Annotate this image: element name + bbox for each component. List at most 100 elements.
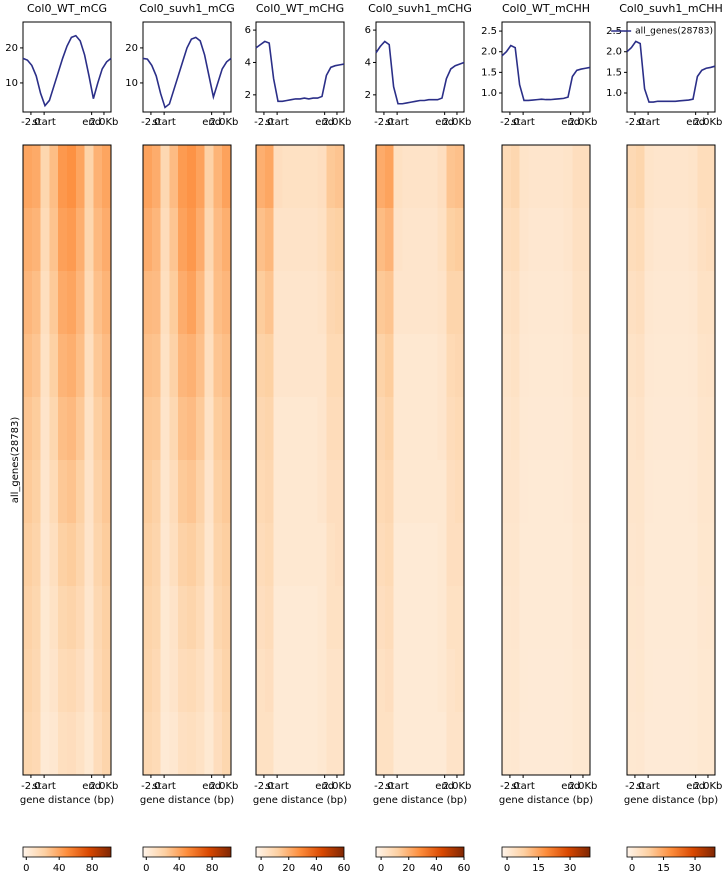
heatmap-cell xyxy=(264,712,274,776)
heatmap-cell xyxy=(31,334,41,398)
heatmap-cell xyxy=(706,712,716,776)
heatmap-cell xyxy=(662,145,672,209)
heatmap-cell xyxy=(67,712,77,776)
heatmap-cell xyxy=(581,460,591,524)
heatmap-cell xyxy=(317,334,327,398)
heatmap-cell xyxy=(93,334,103,398)
heatmap-cell xyxy=(178,586,188,650)
heatmap-cell xyxy=(519,649,529,713)
y-tick-label: 4 xyxy=(365,57,371,68)
heatmap-cell xyxy=(581,397,591,461)
heatmap-cell xyxy=(23,271,33,335)
heatmap-cell xyxy=(376,586,386,650)
heatmap-cell xyxy=(411,712,421,776)
heatmap-cell xyxy=(706,523,716,587)
heatmap-cell xyxy=(273,649,283,713)
profile-frame xyxy=(501,21,591,113)
heatmap-cell xyxy=(635,145,645,209)
heatmap-cell xyxy=(572,334,582,398)
heatmap-cell xyxy=(335,649,345,713)
heatmap-cell xyxy=(376,145,386,209)
heatmap-cell xyxy=(187,334,197,398)
heatmap-cell xyxy=(102,523,112,587)
heatmap-cell xyxy=(326,523,336,587)
heatmap-cell xyxy=(187,397,197,461)
heatmap-cell xyxy=(546,271,556,335)
heatmap-cell xyxy=(169,460,179,524)
heatmap-cell xyxy=(455,271,465,335)
heatmap-x-tick-label: end xyxy=(82,781,101,792)
x-tick-label: start xyxy=(511,117,534,128)
heatmap-cell xyxy=(23,460,33,524)
heatmap-cell xyxy=(151,397,161,461)
heatmap-cell xyxy=(75,586,85,650)
heatmap-cell xyxy=(428,397,438,461)
heatmap-cell xyxy=(317,586,327,650)
heatmap-cell xyxy=(446,397,456,461)
heatmap-cell xyxy=(84,334,94,398)
heatmap-cell xyxy=(671,586,681,650)
heatmap-cell xyxy=(67,586,77,650)
heatmap-cell xyxy=(317,145,327,209)
heatmap-cell xyxy=(644,649,654,713)
heatmap-cell xyxy=(273,334,283,398)
heatmap-cell xyxy=(256,145,266,209)
heatmap-cell xyxy=(537,460,547,524)
heatmap-cell xyxy=(282,271,292,335)
heatmap-cell xyxy=(308,334,318,398)
heatmap-cell xyxy=(411,586,421,650)
colorbar-tick-label: 60 xyxy=(338,863,351,874)
heatmap-cell xyxy=(510,334,520,398)
heatmap-cell xyxy=(40,397,50,461)
heatmap-cell xyxy=(335,397,345,461)
x-tick-label: 2.0Kb xyxy=(569,117,598,128)
heatmap-cell xyxy=(528,208,538,272)
heatmap-cell xyxy=(572,208,582,272)
x-tick-label: -2.0 xyxy=(141,117,161,128)
heatmap-cell xyxy=(446,712,456,776)
colorbar-tick-label: 80 xyxy=(86,863,99,874)
heatmap-cell xyxy=(428,334,438,398)
heatmap-cell xyxy=(256,334,266,398)
heatmap-cell xyxy=(644,208,654,272)
heatmap-cell xyxy=(40,523,50,587)
heatmap-cell xyxy=(653,586,663,650)
heatmap-cell xyxy=(204,649,214,713)
heatmap-cell xyxy=(671,145,681,209)
heatmap-cell xyxy=(644,586,654,650)
colorbar xyxy=(375,846,465,858)
heatmap-cell xyxy=(273,145,283,209)
heatmap-cell xyxy=(49,586,59,650)
heatmap-cell xyxy=(326,397,336,461)
heatmap-cell xyxy=(502,271,512,335)
x-tick-label: end xyxy=(686,117,705,128)
heatmap-cell xyxy=(653,460,663,524)
heatmap-cell xyxy=(273,712,283,776)
heatmap-cell xyxy=(627,712,637,776)
heatmap-x-tick-label: -2.0 xyxy=(500,781,520,792)
heatmap-cell xyxy=(376,460,386,524)
heatmap-cell xyxy=(213,334,223,398)
heatmap-cell xyxy=(213,523,223,587)
heatmap-cell xyxy=(644,460,654,524)
heatmap-cell xyxy=(679,208,689,272)
heatmap-cell xyxy=(151,523,161,587)
colorbar-tick-label: 80 xyxy=(206,863,219,874)
colorbar xyxy=(626,846,716,858)
heatmap-cell xyxy=(317,712,327,776)
heatmap-cell xyxy=(187,271,197,335)
heatmap-frame xyxy=(142,144,232,776)
heatmap-cell xyxy=(546,208,556,272)
heatmap-cell xyxy=(23,712,33,776)
heatmap-cell xyxy=(67,523,77,587)
heatmap-cell xyxy=(502,460,512,524)
heatmap-cell xyxy=(384,586,394,650)
heatmap-cell xyxy=(335,334,345,398)
heatmap-cell xyxy=(40,712,50,776)
heatmap-cell xyxy=(222,712,232,776)
heatmap-cell xyxy=(300,334,310,398)
heatmap-cell xyxy=(178,460,188,524)
heatmap-cell xyxy=(537,145,547,209)
heatmap-cell xyxy=(256,208,266,272)
heatmap-cell xyxy=(93,271,103,335)
